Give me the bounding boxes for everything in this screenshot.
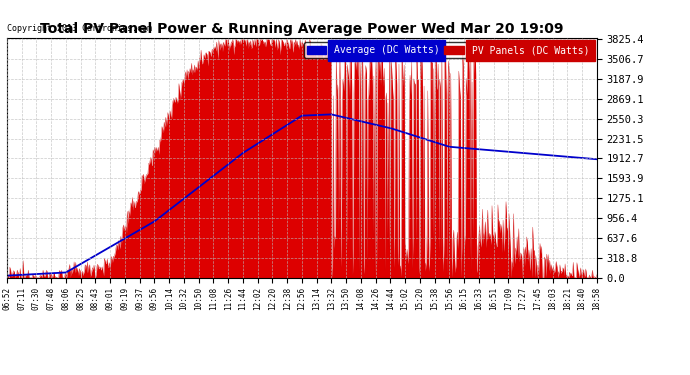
Title: Total PV Panel Power & Running Average Power Wed Mar 20 19:09: Total PV Panel Power & Running Average P… xyxy=(40,22,564,36)
Legend: Average (DC Watts), PV Panels (DC Watts): Average (DC Watts), PV Panels (DC Watts) xyxy=(304,42,592,58)
Text: Copyright 2013 Cartronics.com: Copyright 2013 Cartronics.com xyxy=(7,24,152,33)
